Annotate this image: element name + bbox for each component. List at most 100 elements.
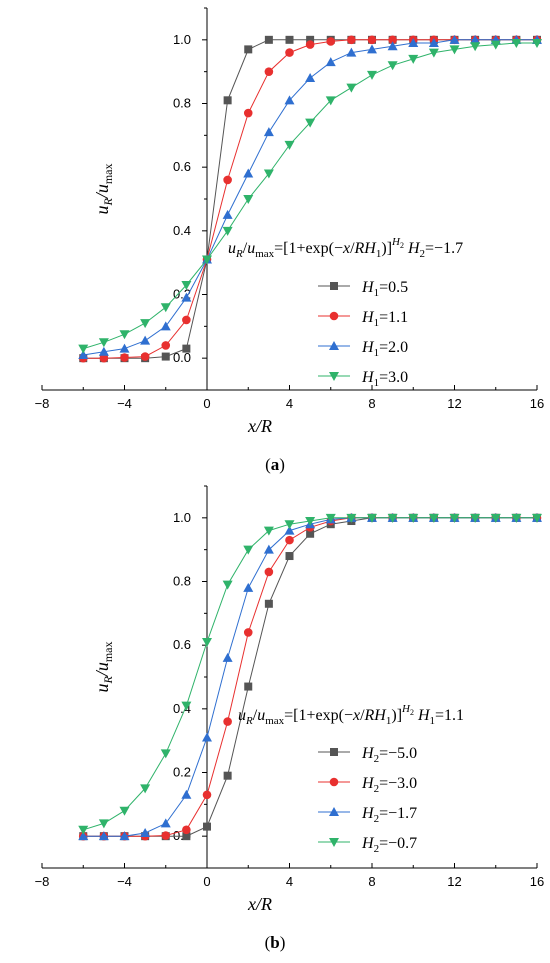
data-point bbox=[305, 73, 316, 83]
y-tick-label: 0.4 bbox=[173, 223, 191, 238]
data-point bbox=[222, 652, 233, 662]
data-point bbox=[140, 335, 151, 345]
x-tick-label: 16 bbox=[530, 396, 544, 411]
data-point bbox=[202, 732, 212, 742]
data-point bbox=[285, 535, 294, 545]
legend-marker bbox=[329, 341, 339, 350]
data-point bbox=[284, 140, 295, 150]
series-line bbox=[83, 517, 537, 837]
series-2 bbox=[78, 34, 542, 359]
x-tick-label: 8 bbox=[368, 874, 375, 889]
legend-entry: H1=2.0 bbox=[361, 339, 408, 359]
data-point bbox=[325, 513, 336, 523]
data-point bbox=[243, 628, 253, 637]
x-tick-label: 0 bbox=[203, 396, 210, 411]
data-point bbox=[326, 37, 336, 46]
data-point bbox=[428, 513, 439, 523]
data-point bbox=[119, 330, 130, 340]
data-point bbox=[181, 292, 192, 302]
data-point bbox=[119, 806, 130, 816]
data-point bbox=[98, 819, 109, 829]
data-point bbox=[428, 48, 439, 58]
data-point bbox=[78, 825, 89, 835]
data-point bbox=[98, 831, 109, 841]
data-point bbox=[428, 38, 439, 48]
x-tick-label: 8 bbox=[368, 396, 375, 411]
data-point bbox=[285, 35, 294, 44]
x-tick-label: 12 bbox=[447, 874, 461, 889]
legend-marker bbox=[329, 372, 339, 381]
y-axis-label: uR/umax bbox=[92, 163, 115, 214]
data-point bbox=[470, 34, 481, 44]
data-point bbox=[222, 226, 233, 236]
y-tick-label: 0.6 bbox=[173, 637, 191, 652]
data-point bbox=[264, 599, 273, 608]
data-point bbox=[119, 343, 130, 353]
y-tick-label: 1.0 bbox=[173, 510, 191, 525]
data-point bbox=[160, 818, 171, 828]
data-point bbox=[449, 45, 460, 55]
y-tick-label: 1.0 bbox=[173, 32, 191, 47]
data-point bbox=[243, 545, 254, 555]
y-tick-label: 0.2 bbox=[173, 765, 191, 780]
legend-entry: H2=−5.0 bbox=[361, 745, 417, 765]
data-point bbox=[285, 48, 294, 57]
data-point bbox=[305, 40, 315, 49]
data-point bbox=[408, 54, 419, 64]
series-line bbox=[83, 39, 537, 359]
data-point bbox=[119, 831, 130, 841]
formula-annotation: uR/umax=[1+exp(−x/RH1)]H2 H1=1.1 bbox=[238, 703, 464, 727]
data-point bbox=[223, 717, 232, 726]
data-point bbox=[470, 42, 481, 52]
data-point bbox=[367, 35, 377, 45]
series-line bbox=[83, 39, 537, 356]
series-0 bbox=[79, 35, 541, 363]
data-point bbox=[387, 513, 398, 523]
data-point bbox=[203, 822, 211, 831]
data-point bbox=[306, 529, 315, 538]
legend-marker bbox=[329, 838, 339, 847]
x-tick-label: 4 bbox=[286, 874, 293, 889]
data-point bbox=[264, 35, 273, 44]
legend-entry: H1=3.0 bbox=[361, 369, 408, 389]
data-point bbox=[202, 255, 212, 265]
data-point bbox=[140, 827, 151, 837]
x-tick-label: −8 bbox=[35, 396, 50, 411]
data-point bbox=[202, 637, 212, 647]
data-point bbox=[263, 169, 274, 179]
legend-entry: H2=−3.0 bbox=[361, 775, 417, 795]
legend: H1=0.5 H1=1.1 H1=2.0 H1=3.0 bbox=[318, 279, 408, 389]
panel-label: (b) bbox=[265, 933, 286, 952]
data-point bbox=[160, 749, 171, 759]
data-point bbox=[306, 35, 315, 44]
x-tick-label: 12 bbox=[447, 396, 461, 411]
x-tick-label: 16 bbox=[530, 874, 544, 889]
data-point bbox=[284, 520, 295, 530]
data-point bbox=[181, 789, 192, 799]
data-point bbox=[243, 582, 254, 592]
data-point bbox=[408, 513, 419, 523]
series-3 bbox=[78, 513, 542, 835]
data-point bbox=[387, 41, 398, 51]
data-point bbox=[511, 513, 522, 523]
data-point bbox=[532, 513, 542, 523]
x-axis-label: x/R bbox=[247, 894, 272, 914]
data-point bbox=[285, 552, 294, 561]
data-point bbox=[388, 35, 397, 45]
data-point bbox=[78, 349, 89, 359]
data-point bbox=[98, 338, 109, 348]
data-point bbox=[387, 61, 398, 71]
y-tick-label: 0.8 bbox=[173, 96, 191, 111]
data-point bbox=[263, 127, 274, 137]
data-point bbox=[223, 771, 232, 780]
data-point bbox=[284, 95, 295, 105]
data-point bbox=[161, 341, 171, 350]
legend-marker bbox=[329, 807, 339, 816]
data-point bbox=[99, 353, 109, 363]
data-point bbox=[140, 784, 151, 794]
data-point bbox=[243, 108, 253, 118]
data-point bbox=[284, 525, 295, 535]
series-line bbox=[83, 517, 537, 831]
data-point bbox=[490, 40, 501, 50]
data-point bbox=[161, 831, 171, 840]
